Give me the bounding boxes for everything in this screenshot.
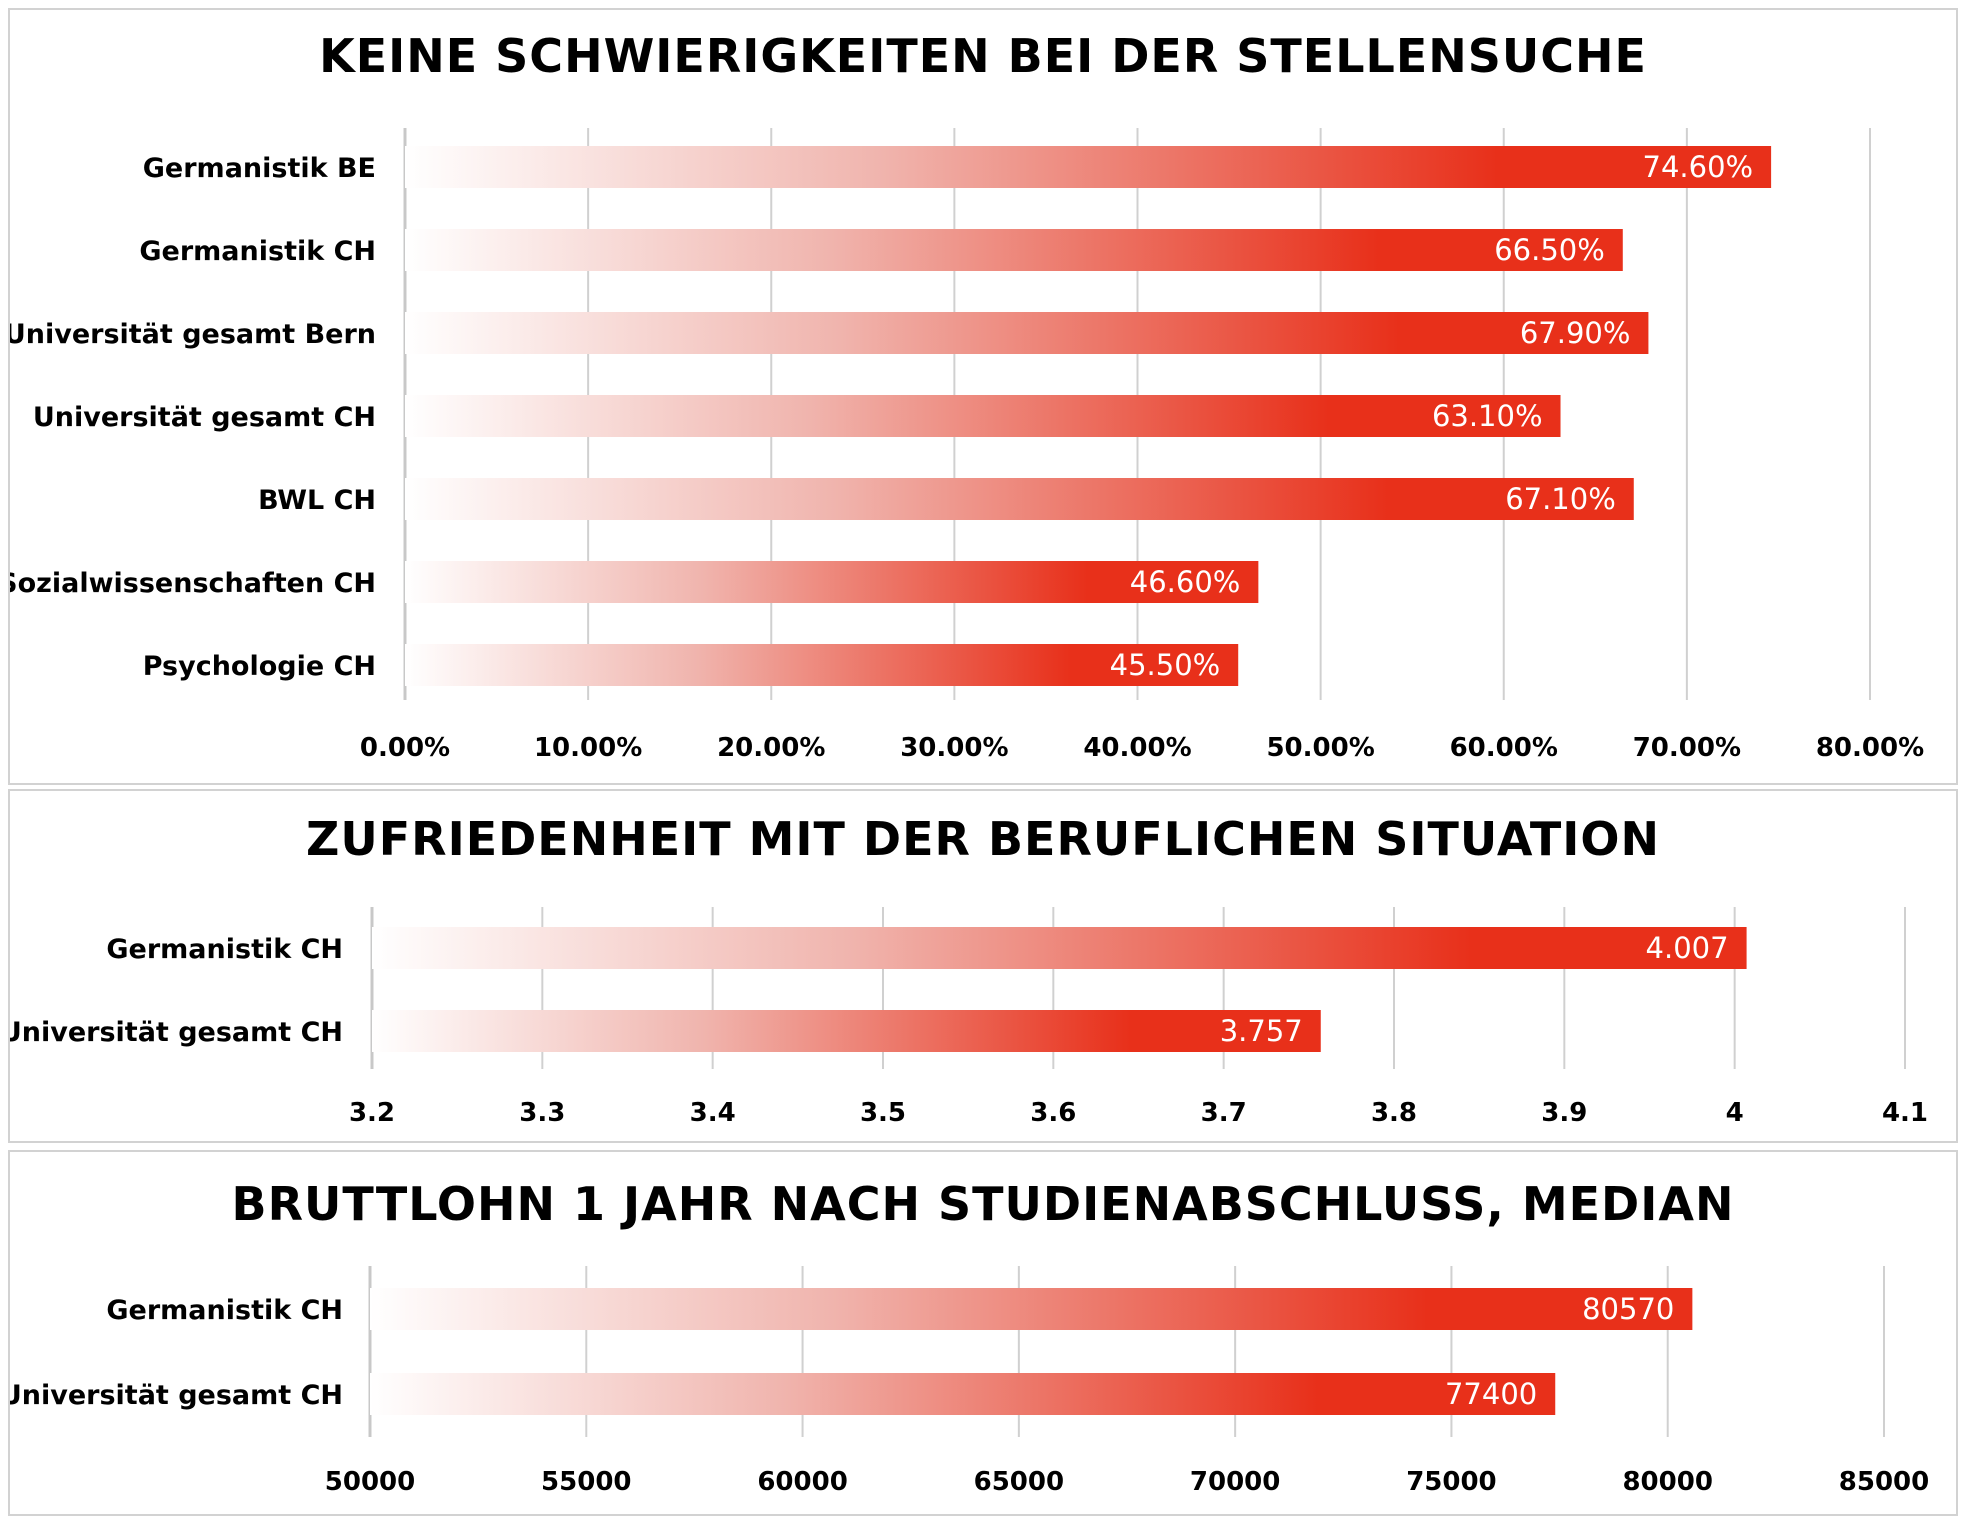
chart-title: BRUTTLOHN 1 JAHR NACH STUDIENABSCHLUSS, … [232, 1177, 1735, 1231]
category-label: Universität gesamt CH [33, 402, 376, 433]
x-tick-label: 50.00% [1266, 733, 1374, 763]
x-tick-label: 30.00% [900, 733, 1008, 763]
x-tick-label: 75000 [1406, 1467, 1496, 1497]
x-tick-label: 60000 [757, 1467, 847, 1497]
chart-panel-stellensuche: KEINE SCHWIERIGKEITEN BEI DER STELLENSUC… [8, 8, 1958, 785]
data-label: 67.90% [1520, 316, 1631, 350]
bar [405, 478, 1634, 520]
x-tick-label: 70.00% [1633, 733, 1741, 763]
category-label: BWL CH [258, 485, 376, 516]
x-tick-label: 50000 [325, 1467, 415, 1497]
x-tick-label: 20.00% [717, 733, 825, 763]
data-label: 46.60% [1130, 565, 1241, 599]
data-label: 45.50% [1110, 648, 1221, 682]
chart-zufriedenheit: ZUFRIEDENHEIT MIT DER BERUFLICHEN SITUAT… [10, 812, 1928, 1128]
bar [405, 146, 1772, 188]
x-tick-label: 4.1 [1882, 1098, 1928, 1128]
x-tick-label: 3.9 [1541, 1098, 1587, 1128]
bar [405, 229, 1623, 271]
category-label: Psychologie CH [143, 651, 376, 682]
chart-panel-bruttolohn: BRUTTLOHN 1 JAHR NACH STUDIENABSCHLUSS, … [8, 1150, 1958, 1516]
bar [372, 927, 1747, 969]
data-label: 63.10% [1432, 399, 1543, 433]
bar [405, 644, 1239, 686]
x-tick-label: 55000 [541, 1467, 631, 1497]
x-tick-label: 3.5 [860, 1098, 906, 1128]
data-label: 74.60% [1643, 150, 1754, 184]
data-label: 66.50% [1494, 233, 1605, 267]
data-label: 4.007 [1646, 931, 1729, 965]
x-tick-label: 3.2 [349, 1098, 395, 1128]
bar [370, 1373, 1556, 1415]
category-label: Germanistik BE [143, 153, 376, 184]
x-tick-label: 60.00% [1450, 733, 1558, 763]
x-tick-label: 80000 [1622, 1467, 1712, 1497]
data-label: 67.10% [1505, 482, 1616, 516]
x-tick-label: 85000 [1839, 1467, 1929, 1497]
x-tick-label: 3.8 [1371, 1098, 1417, 1128]
bar [405, 312, 1649, 354]
category-label: Germanistik CH [106, 1295, 343, 1326]
x-tick-label: 4 [1726, 1098, 1744, 1128]
chart-title: KEINE SCHWIERIGKEITEN BEI DER STELLENSUC… [319, 29, 1647, 83]
x-tick-label: 3.3 [519, 1098, 565, 1128]
x-tick-label: 3.7 [1201, 1098, 1247, 1128]
chart-panel-zufriedenheit: ZUFRIEDENHEIT MIT DER BERUFLICHEN SITUAT… [8, 789, 1958, 1143]
category-label: Germanistik CH [139, 236, 376, 267]
bar [405, 561, 1259, 603]
x-tick-label: 10.00% [534, 733, 642, 763]
bar [405, 395, 1561, 437]
category-label: Universität gesamt CH [10, 1017, 343, 1048]
category-label: Universität gesamt CH [10, 1380, 343, 1411]
chart-bruttolohn: BRUTTLOHN 1 JAHR NACH STUDIENABSCHLUSS, … [10, 1177, 1929, 1497]
bar [372, 1010, 1321, 1052]
x-tick-label: 40.00% [1083, 733, 1191, 763]
x-tick-label: 80.00% [1816, 733, 1924, 763]
category-label: Germanistik CH [106, 934, 343, 965]
category-label: Universität gesamt Bern [10, 319, 376, 350]
data-label: 77400 [1445, 1377, 1537, 1411]
category-label: Sozialwissenschaften CH [10, 568, 376, 599]
data-label: 3.757 [1220, 1014, 1303, 1048]
x-tick-label: 70000 [1190, 1467, 1280, 1497]
chart-title: ZUFRIEDENHEIT MIT DER BERUFLICHEN SITUAT… [306, 812, 1660, 866]
chart-stellensuche: KEINE SCHWIERIGKEITEN BEI DER STELLENSUC… [10, 29, 1924, 763]
data-label: 80570 [1582, 1292, 1674, 1326]
x-tick-label: 0.00% [360, 733, 450, 763]
x-tick-label: 3.6 [1030, 1098, 1076, 1128]
x-tick-label: 65000 [974, 1467, 1064, 1497]
bar [370, 1288, 1693, 1330]
x-tick-label: 3.4 [690, 1098, 736, 1128]
